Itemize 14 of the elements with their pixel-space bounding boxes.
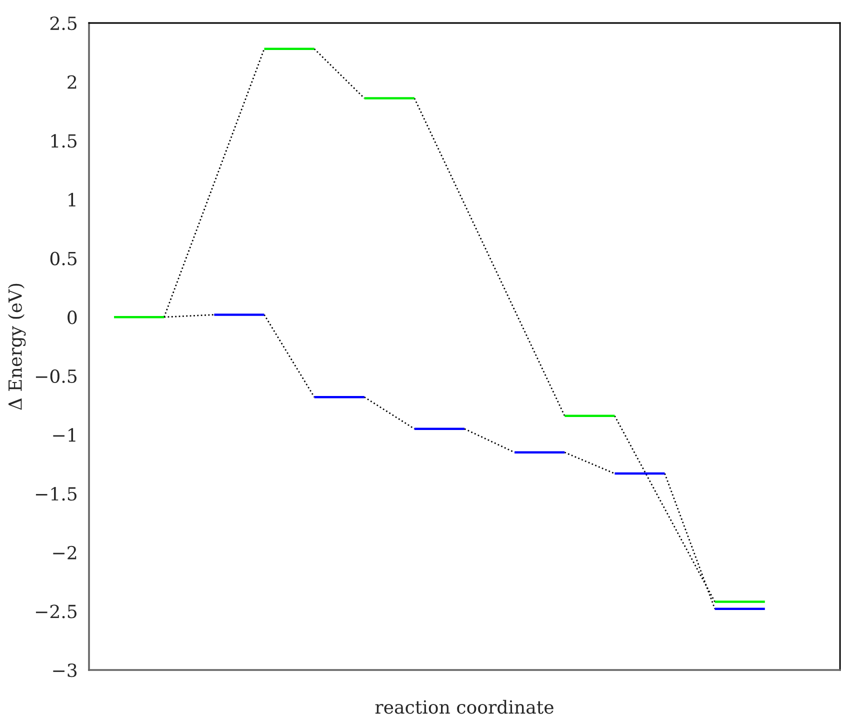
- y-axis-title: Δ Energy (eV): [8, 284, 26, 410]
- y-tick-label: 0.5: [50, 252, 76, 266]
- y-tick-label: 0: [68, 310, 77, 324]
- y-tick-label: −2: [53, 546, 76, 560]
- y-tick-label: −3: [53, 663, 77, 678]
- y-tick-label: −1.5: [36, 487, 76, 501]
- y-tick-label: −0.5: [36, 369, 76, 384]
- y-tick-label: 1: [68, 192, 76, 206]
- y-tick-label: 2: [68, 75, 76, 89]
- y-tick-label: 2.5: [50, 16, 76, 30]
- x-axis-title: reaction coordinate: [375, 700, 554, 714]
- y-tick-label: 1.5: [51, 134, 76, 148]
- y-tick-label: −2.5: [36, 604, 76, 618]
- y-tick-label: −1: [53, 428, 76, 442]
